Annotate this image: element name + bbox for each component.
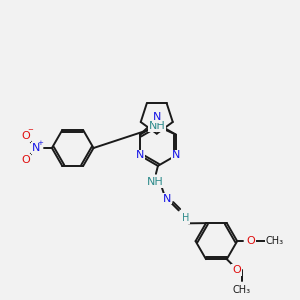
Text: N: N — [163, 194, 171, 203]
Text: CH₃: CH₃ — [232, 285, 251, 295]
Text: O: O — [247, 236, 255, 246]
Text: O: O — [22, 155, 31, 165]
Text: N: N — [32, 143, 40, 153]
Text: −: − — [27, 127, 33, 133]
Text: +: + — [37, 140, 43, 146]
Text: N: N — [136, 150, 144, 161]
Text: O: O — [232, 265, 241, 275]
Text: N: N — [154, 119, 162, 129]
Text: N: N — [172, 150, 180, 161]
Text: O: O — [22, 131, 31, 141]
Text: NH: NH — [147, 177, 163, 187]
Text: NH: NH — [149, 121, 166, 131]
Text: CH₃: CH₃ — [266, 236, 284, 246]
Text: N: N — [153, 112, 161, 122]
Text: H: H — [182, 213, 189, 224]
